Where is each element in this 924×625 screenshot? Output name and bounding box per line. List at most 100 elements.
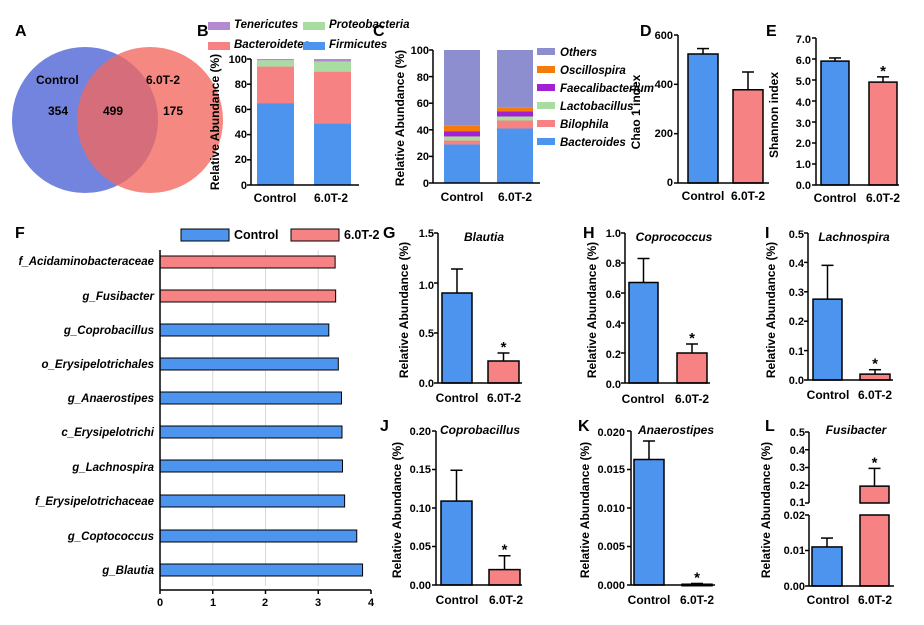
l-ytick-0.2: 0.2: [790, 480, 805, 492]
f-bar-1: [159, 289, 337, 303]
g-bar-1: [487, 360, 520, 384]
legend-faecalibacterium-label: Faecalibacterium: [560, 83, 654, 95]
g-sig-star-1: *: [501, 339, 507, 356]
e-ytick-2: 2.0: [796, 138, 811, 150]
h-xlabel-treated: 6.0T-2: [675, 392, 709, 406]
panel-label-d: D: [640, 23, 652, 40]
k-ytick-0.005: 0.005: [597, 541, 625, 553]
e-ytick-7: 7.0: [796, 34, 811, 46]
e-xlabel-control: Control: [814, 191, 857, 205]
venn-circle-treated: [77, 47, 223, 193]
legend-bilophila-swatch: [537, 120, 555, 127]
e-xlabel-treated: 6.0T-2: [866, 191, 900, 205]
c-segment-others: [444, 50, 480, 126]
b-segment-tenericutes: [257, 59, 294, 61]
j-title: Coprobacillus: [440, 423, 520, 437]
h-ytick-0.6: 0.6: [606, 289, 621, 301]
f-label-0: f_Acidaminobacteraceae: [18, 256, 154, 268]
k-ytick-0.020: 0.020: [597, 427, 625, 439]
c-ytick-0: 0: [423, 178, 429, 190]
f-xtick-3: 3: [315, 597, 321, 609]
venn-diagram: Control 6.0T-2 354 499 175: [12, 47, 223, 193]
panel-label-c: C: [373, 23, 385, 40]
c-ylabel: Relative Abundance (%): [393, 50, 407, 186]
legend-lactobacillus-label: Lactobacillus: [560, 101, 634, 113]
b-segment-firmicutes: [314, 123, 351, 185]
h-bar-1: [676, 352, 708, 384]
h-xlabel-control: Control: [622, 392, 665, 406]
panel-label-i: I: [765, 225, 769, 242]
i-ylabel: Relative Abundance (%): [764, 242, 778, 378]
b-ytick-40: 40: [235, 129, 247, 141]
d-bar-1: [732, 89, 764, 184]
f-label-3: o_Erysipelotrichales: [42, 359, 155, 371]
l-ytick-0.5: 0.5: [790, 427, 805, 439]
legend-bacteroidetes-swatch: [208, 42, 230, 50]
f-xtick-2: 2: [262, 597, 268, 609]
e-bar-0: [820, 60, 850, 186]
b-ytick-0: 0: [241, 180, 247, 192]
b-xlabel-treated: 6.0T-2: [314, 191, 348, 205]
e-ylabel: Shannon index: [767, 72, 781, 158]
f-label-8: g_Coptococcus: [67, 531, 154, 543]
l-bar-1-lower: [859, 514, 890, 587]
d-bar-0: [687, 53, 719, 184]
e-bar-1: [868, 81, 898, 186]
f-label-2: g_Coprobacillus: [63, 325, 154, 337]
l-bar-1-upper: [859, 485, 890, 504]
d-xlabel-treated: 6.0T-2: [731, 189, 765, 203]
f-bar-2: [159, 323, 330, 337]
b-xlabel-control: Control: [254, 191, 297, 205]
e-sig-star-1: *: [880, 63, 886, 80]
legend-bacteroides-swatch: [537, 138, 555, 145]
f-label-6: g_Lachnospira: [71, 462, 154, 474]
i-sig-star-1: *: [872, 356, 878, 373]
panel-label-a: A: [15, 23, 27, 40]
f-xtick-4: 4: [368, 597, 375, 609]
k-title: Anaerostipes: [637, 423, 714, 437]
c-segment-others: [497, 50, 533, 108]
panel-label-l: L: [765, 418, 775, 435]
c-ytick-20: 20: [417, 151, 429, 163]
j-ytick-0.10: 0.10: [410, 503, 431, 515]
c-segment-oscillospira: [444, 125, 480, 132]
f-label-9: g_Blautia: [101, 565, 154, 577]
c-segment-lactobacillus: [444, 136, 480, 141]
l-ytick-0.4: 0.4: [790, 445, 806, 457]
panel-label-f: F: [15, 225, 25, 242]
k-ylabel: Relative Abundance (%): [578, 442, 592, 578]
c-xlabel-treated: 6.0T-2: [498, 190, 532, 204]
b-ytick-60: 60: [235, 104, 247, 116]
i-ytick-0.1: 0.1: [789, 346, 804, 358]
panel-label-j: J: [380, 418, 389, 435]
l-ylabel: Relative Abundance (%): [759, 442, 773, 578]
i-ytick-0.0: 0.0: [789, 375, 804, 387]
f-bar-8: [159, 529, 358, 543]
c-xlabel-control: Control: [441, 190, 484, 204]
panel-label-e: E: [766, 23, 777, 40]
legend-tenericutes-label: Tenericutes: [234, 19, 298, 31]
k-xlabel-treated: 6.0T-2: [680, 593, 714, 607]
legend-firmicutes-swatch: [303, 42, 325, 50]
c-segment-bacteroides: [444, 144, 480, 183]
l-bar-0: [811, 546, 843, 587]
k-xlabel-control: Control: [628, 593, 671, 607]
legend-treated-label: 6.0T-2: [344, 228, 379, 242]
venn-count-control: 354: [48, 104, 68, 118]
k-ytick-0.015: 0.015: [597, 464, 625, 476]
i-xlabel-control: Control: [807, 388, 850, 402]
legend-oscillospira-label: Oscillospira: [560, 65, 626, 77]
j-ytick-0.15: 0.15: [410, 464, 431, 476]
panel-label-b: B: [197, 23, 209, 40]
l-ytick-0.00: 0.00: [784, 581, 805, 593]
c-ytick-60: 60: [417, 98, 429, 110]
g-ytick-0.0: 0.0: [419, 378, 434, 390]
c-ytick-40: 40: [417, 125, 429, 137]
i-bar-1: [859, 373, 891, 381]
legend-lactobacillus-swatch: [537, 102, 555, 109]
c-segment-bilophila: [444, 140, 480, 145]
g-ytick-0.5: 0.5: [419, 328, 434, 340]
d-ytick-0: 0: [667, 177, 673, 189]
f-label-4: g_Anaerostipes: [67, 393, 154, 405]
